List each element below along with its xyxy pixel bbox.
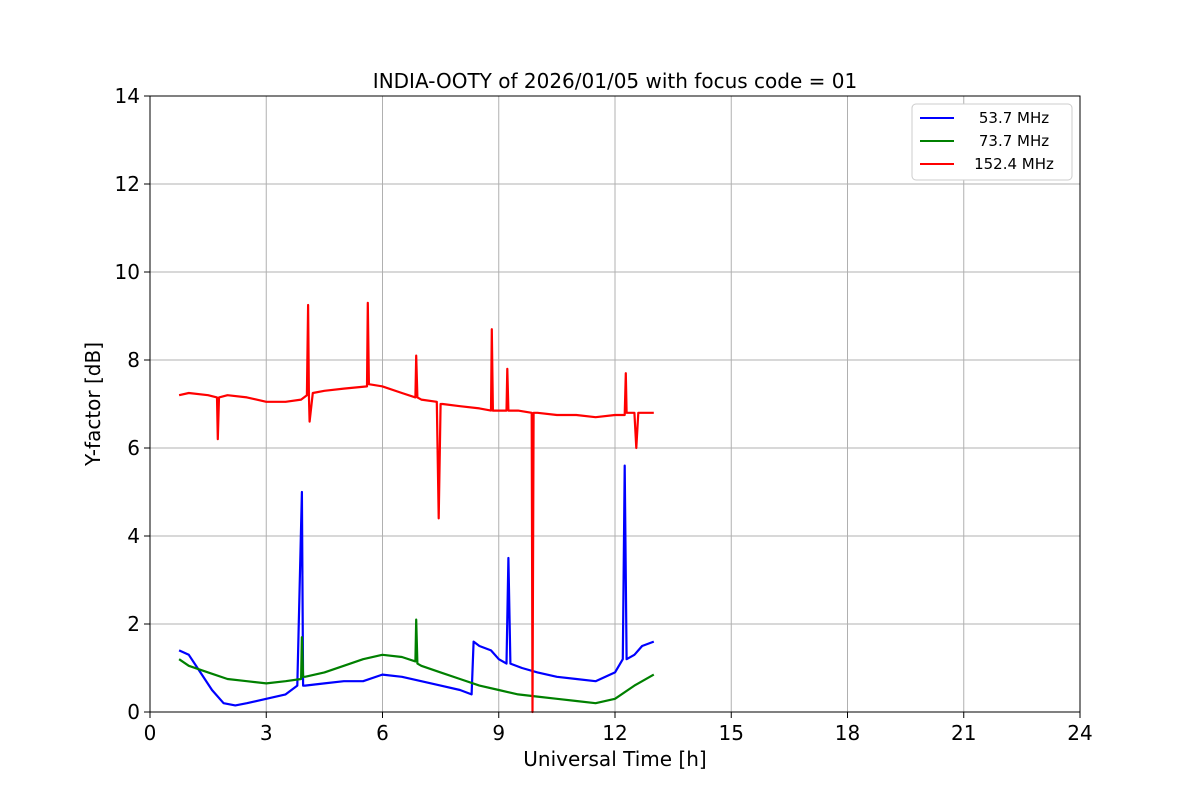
x-axis: 0 3 6 9 12 15 18 21 24 [144,712,1093,745]
legend: 53.7 MHz 73.7 MHz 152.4 MHz [911,103,1073,181]
y-tick-label: 0 [127,700,140,724]
x-tick-label: 12 [602,721,627,745]
series-line-152-4-mhz [178,301,654,714]
x-tick-label: 15 [719,721,744,745]
legend-label: 152.4 MHz [974,155,1054,173]
legend-label: 73.7 MHz [979,132,1049,150]
x-tick-label: 24 [1067,721,1092,745]
series-line-53-7-mhz [178,464,655,707]
x-tick-label: 0 [144,721,157,745]
y-tick-label: 4 [127,524,140,548]
y-tick-label: 6 [127,436,140,460]
y-axis: 0 2 4 6 8 10 12 14 [115,84,150,724]
y-tick-label: 12 [115,172,140,196]
y-tick-label: 2 [127,612,140,636]
y-tick-label: 14 [115,84,140,108]
x-tick-label: 21 [951,721,976,745]
x-tick-label: 3 [260,721,273,745]
legend-label: 53.7 MHz [979,109,1049,127]
x-axis-label: Universal Time [h] [523,747,706,771]
y-tick-label: 8 [127,348,140,372]
y-axis-label: Y-factor [dB] [81,342,105,467]
y-tick-label: 10 [115,260,140,284]
x-tick-label: 9 [492,721,505,745]
legend-box [911,103,1073,181]
chart-title: INDIA-OOTY of 2026/01/05 with focus code… [373,69,857,93]
x-tick-label: 18 [835,721,860,745]
series-line-73-7-mhz [178,618,655,705]
series-layer [178,301,655,714]
x-tick-label: 6 [376,721,389,745]
